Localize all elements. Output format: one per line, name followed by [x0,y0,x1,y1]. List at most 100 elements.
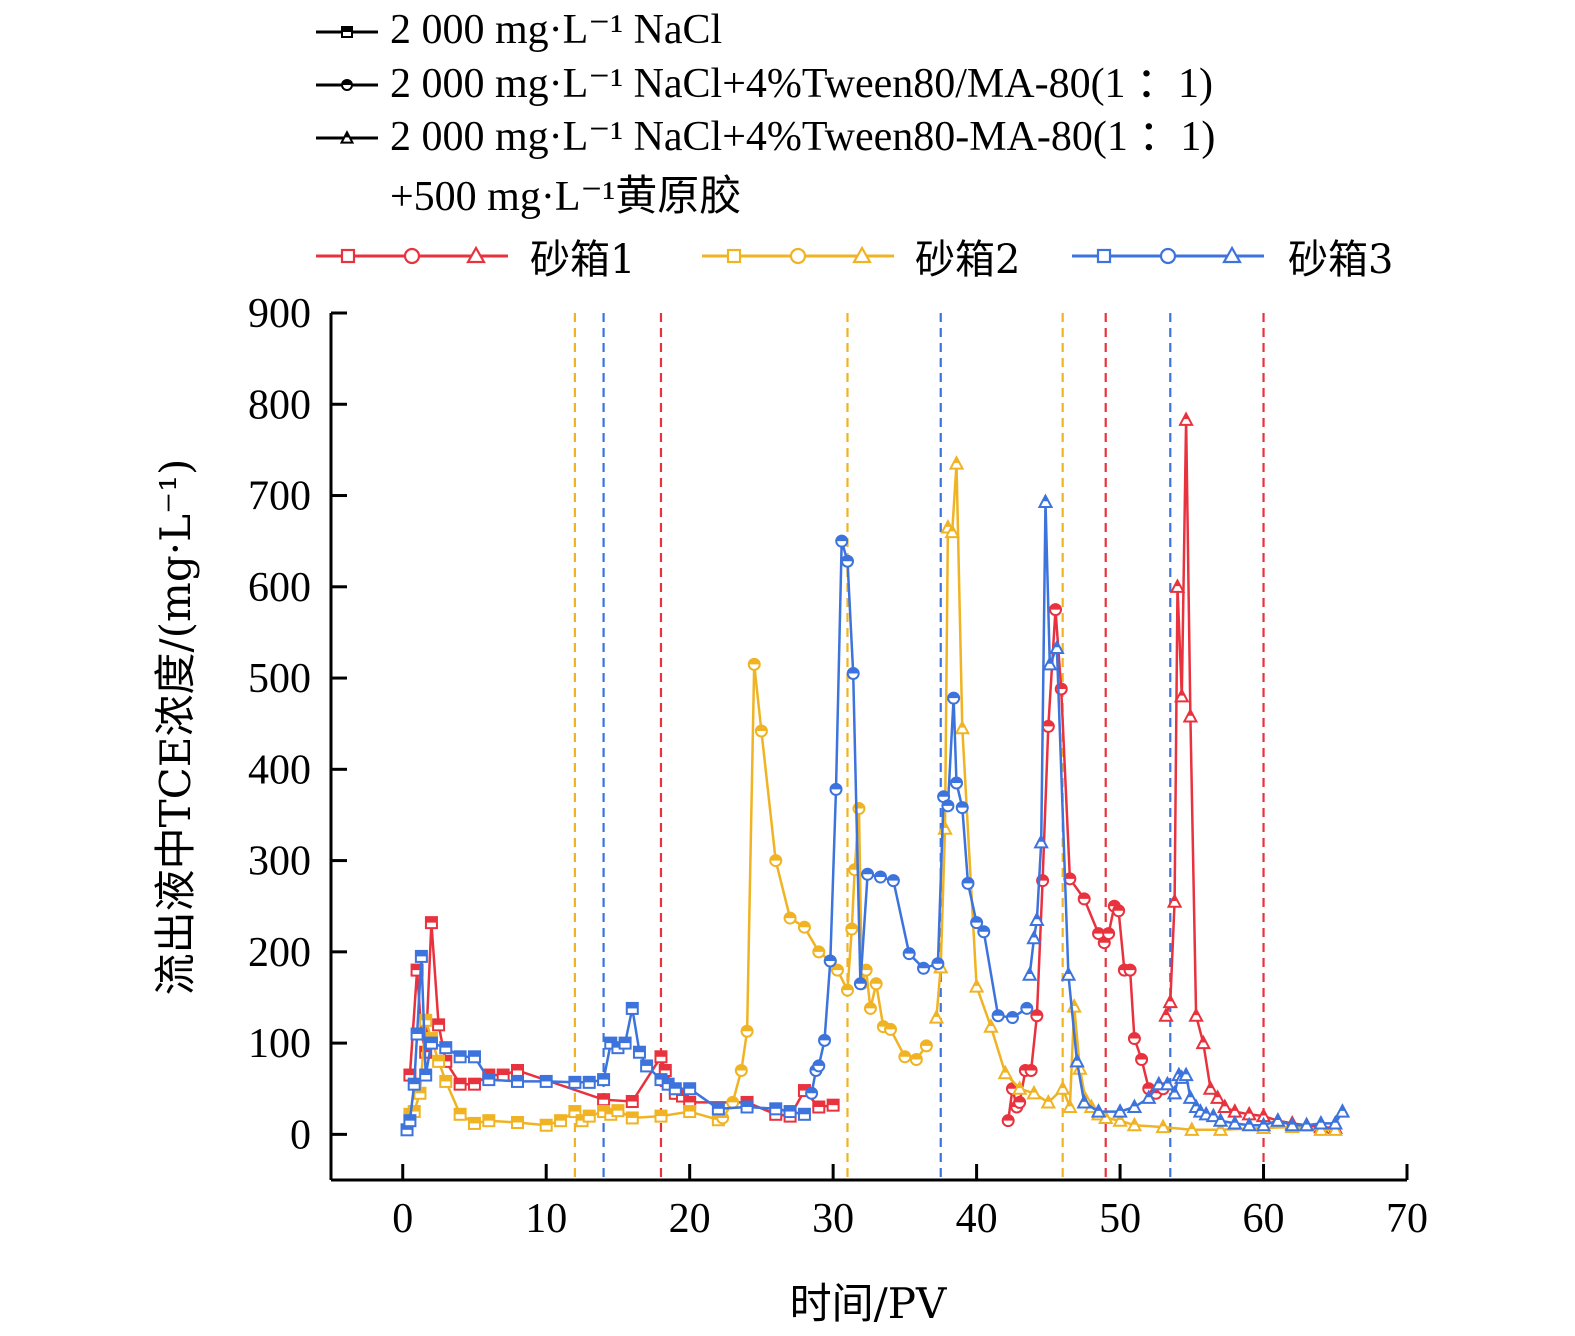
series-9-point-27-fill [1231,1117,1238,1123]
series-2-point-13-fill [1078,893,1090,899]
series-5-point-7-fill [770,855,782,861]
series-3-point-2-fill [1167,995,1174,1002]
series-9 [1021,493,1351,1132]
series-9-point-1-fill [1026,968,1033,975]
series-5-point-12-fill [831,964,843,971]
series-9-point-11-fill [1095,1105,1102,1111]
x-tick-label-3: 20 [669,1196,711,1242]
legend-box-1-label: 砂箱1 [530,237,635,283]
y-tick-label-7: 600 [248,565,311,611]
series-7-point-27-fill [712,1103,724,1109]
x-tick-label-4: 30 [812,1196,854,1242]
series-7-point-26-fill [684,1083,696,1089]
series-7-point-4-fill [411,1028,423,1034]
series-8-point-25-fill [992,1010,1004,1016]
series-8-point-7-fill [836,535,848,542]
series-3-point-7-fill [1187,710,1194,716]
series-9-point-34-fill [1332,1117,1339,1123]
series-1-point-24-fill [813,1101,825,1107]
series-2 [1001,603,1170,1128]
series-5-point-23-fill [899,1051,911,1057]
series-7-point-8-fill [440,1042,452,1048]
series-7-point-12-fill [512,1075,524,1082]
y-tick-label-8: 700 [248,474,311,520]
series-9-point-20-fill [1183,1068,1190,1075]
series-5-point-2-fill [727,1096,739,1103]
legend-box-3-label: 砂箱3 [1288,237,1393,283]
series-3-point-10-fill [1207,1082,1214,1089]
series-9-point-35-fill [1339,1105,1346,1111]
legend-stage-3-label-line2: +500 mg·L⁻¹黄原胶 [390,173,741,220]
series-6-point-9-fill [987,1020,994,1027]
series-5-point-5-fill [748,658,760,665]
series-3-point-6-fill [1183,413,1190,420]
series-4-point-21-fill [655,1110,667,1117]
series-4-point-22-fill [684,1106,696,1112]
series-2-point-10-fill [1050,604,1062,610]
series-3-point-1-fill [1162,1009,1170,1016]
legend-box-1-marker-3 [466,245,486,264]
series-7-point-9-fill [454,1051,466,1057]
series-2-line [1006,609,1164,1121]
series-9-point-21-fill [1187,1091,1194,1098]
series-8-point-20-fill [951,777,963,784]
series-6-point-24-fill [1160,1120,1167,1127]
series-3-point-14-fill [1246,1107,1253,1114]
series-7-point-21-fill [633,1046,645,1053]
series-1-point-7-fill [440,1055,452,1062]
series-4-point-14-fill [569,1106,581,1112]
series-9-point-32-fill [1303,1118,1310,1125]
series-4-point-8-fill [454,1108,466,1115]
series-8-point-9-fill [847,667,859,674]
series-6-point-1-fill [933,1011,940,1017]
legend-boxes [316,245,1264,265]
series-7-point-2-fill [404,1115,416,1121]
y-tick-label-10: 900 [248,291,311,337]
series-6-point-12-fill [1030,1086,1038,1093]
series-8-point-23-fill [971,917,983,923]
x-tick-label-5: 40 [956,1196,998,1242]
series-6-point-25-fill [1188,1123,1195,1130]
series-8 [805,534,1034,1100]
series-6-point-14-fill [1059,1082,1066,1089]
series-2-point-12-fill [1064,873,1076,879]
series-3-point-11-fill [1214,1091,1221,1098]
series-9-point-33-fill [1317,1117,1324,1123]
series-9-point-14-fill [1145,1091,1152,1098]
series-7-point-22-fill [641,1060,653,1066]
series-4-point-17-fill [598,1106,610,1112]
series-4-point-18-fill [605,1108,617,1115]
series-6-point-23-fill [1131,1118,1138,1125]
legend-stage-2-label: 2 000 mg·L⁻¹ NaCl+4%Tween80/MA-80(1 ：1) [390,61,1213,107]
series-1 [403,916,840,1123]
series-2-point-6-fill [1025,1064,1037,1071]
series-7-point-31-fill [798,1108,810,1115]
legend-box-1-marker-1 [340,248,356,264]
series-5-point-8-fill [784,912,796,919]
series-1-point-13-fill [598,1094,610,1100]
series-2-point-14-fill [1093,928,1105,934]
series-3-point-3-fill [1171,895,1178,902]
series-9-point-10-fill [1081,1096,1088,1102]
series-2-point-22-fill [1136,1054,1148,1060]
series-3-point-8-fill [1193,1009,1200,1016]
series-8-point-19-fill [948,692,960,699]
series-6-point-8-fill [973,980,980,986]
x-tick-label-7: 60 [1243,1196,1285,1242]
series-4-point-9-fill [468,1117,480,1124]
series-8-point-12-fill [874,871,886,878]
series-8-point-4-fill [819,1034,831,1041]
x-tick-label-2: 10 [525,1196,567,1242]
series-7-point-5-fill [415,950,427,957]
series-7-point-6-fill [420,1069,432,1076]
series-6-point-5-fill [949,525,956,532]
legend-box-3-marker-1 [1096,248,1112,264]
series-1-point-25-fill [827,1099,839,1106]
series-8-point-15-fill [918,962,930,969]
series-5-point-19-fill [864,1002,876,1009]
series-9-point-2-fill [1030,931,1038,938]
series-9-point-5-fill [1042,495,1049,502]
series-3-point-4-fill [1174,580,1181,587]
series-1-point-6-fill [433,1019,445,1025]
